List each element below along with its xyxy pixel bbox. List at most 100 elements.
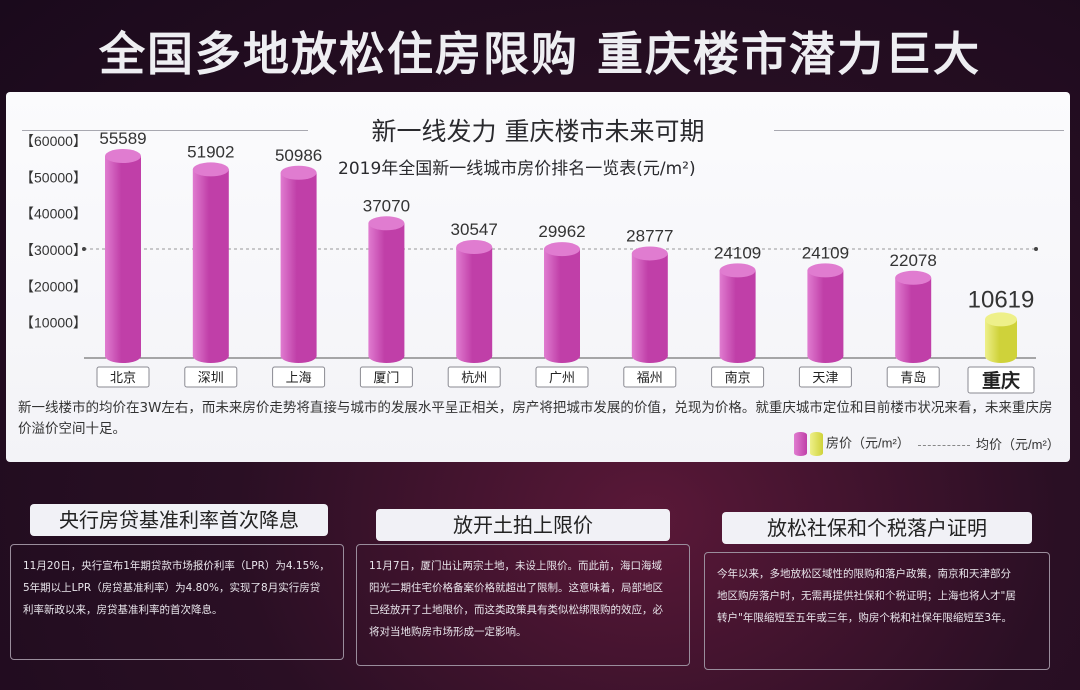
bar-top — [456, 240, 493, 255]
box-line: 11月7日，厦门出让两宗土地，未设上限价。而此前，海口海域 — [369, 560, 663, 572]
average-line-start — [82, 247, 86, 251]
chart-note: 新一线楼市的均价在3W左右，而未来房价走势将直接与城市的发展水平呈正相关，房产将… — [18, 400, 1053, 437]
title-divider-left — [22, 130, 308, 131]
box-line: 转户"年限缩短至五年或三年，购房个税和社保年限缩短至3年。 — [717, 612, 1013, 624]
bar-base — [368, 349, 405, 363]
box-line: 5年期以上LPR（房贷基准利率）为4.80%，实现了8月实行房贷 — [23, 582, 321, 594]
bar — [807, 270, 844, 356]
legend-house-label: 房价（元/m²） — [826, 435, 910, 451]
y-tick-label: 【50000】 — [20, 169, 87, 185]
category-box — [798, 366, 852, 388]
category-label: 深圳 — [198, 371, 224, 386]
average-line-end — [1034, 247, 1038, 251]
box-line: 11月20日，央行宣布1年期贷款市场报价利率（LPR）为4.15%， — [23, 560, 330, 572]
bar — [895, 277, 932, 356]
data-label: 10619 — [968, 286, 1035, 313]
title-divider-right — [774, 130, 1064, 131]
category-label: 北京 — [110, 371, 136, 386]
bar-base — [105, 349, 141, 363]
category-label: 青岛 — [900, 370, 926, 386]
bar-base — [895, 349, 932, 363]
bar — [368, 223, 405, 356]
bar-base — [456, 349, 493, 363]
bar-top — [105, 149, 141, 164]
bar-top — [280, 165, 317, 180]
bar-base — [631, 349, 668, 363]
category-label: 厦门 — [373, 371, 399, 386]
bar-base — [807, 349, 844, 363]
page-title: 全国多地放松住房限购 重庆楼市潜力巨大 — [98, 27, 981, 81]
category-box — [711, 366, 765, 388]
category-label: 福州 — [637, 371, 663, 386]
box-line: 已经放开了土地限价，而这类政策具有类似松绑限购的效应，必 — [369, 604, 663, 616]
data-label: 24109 — [802, 243, 849, 262]
box-line: 将对当地购房市场形成一定影响。 — [369, 626, 527, 638]
category-box — [535, 366, 589, 388]
box-body-land: 11月7日，厦门出让两宗土地，未设上限价。而此前，海口海域 阳光二期住宅价格备案… — [356, 544, 690, 666]
bar — [719, 270, 756, 356]
bar-top — [807, 263, 844, 278]
bar-top — [895, 270, 932, 285]
category-box — [359, 366, 413, 388]
box-line: 阳光二期住宅价格备案价格就超出了限制。这意味着，局部地区 — [369, 582, 663, 594]
category-label: 南京 — [725, 370, 751, 386]
chart-panel: 新一线发力 重庆楼市未来可期 2019年全国新一线城市房价排名一览表(元/m²)… — [6, 92, 1070, 462]
bar-top — [544, 242, 580, 257]
box-line: 地区购房落户时，无需再提供社保和个税证明；上海也将人才"居 — [717, 590, 1016, 602]
box-line: 今年以来，多地放松区域性的限购和落户政策，南京和天津部分 — [717, 568, 1011, 580]
bar — [105, 156, 141, 356]
box-title-land: 放开土拍上限价 — [376, 509, 670, 541]
category-label: 杭州 — [461, 371, 487, 386]
data-label: 24109 — [714, 243, 761, 262]
bar-base — [985, 349, 1017, 363]
category-box — [886, 366, 940, 388]
category-box — [967, 366, 1035, 394]
box-title-rate-cut: 央行房贷基准利率首次降息 — [30, 504, 328, 536]
legend-average: 均价（元/m²） — [918, 434, 1060, 453]
bar — [280, 172, 317, 356]
category-label: 上海 — [286, 371, 312, 386]
bar-top — [719, 263, 756, 278]
legend-swatch-yellow — [810, 432, 823, 456]
category-label: 重庆 — [982, 369, 1020, 392]
box-body-social: 今年以来，多地放松区域性的限购和落户政策，南京和天津部分 地区购房落户时，无需再… — [704, 552, 1050, 670]
legend-house-price: 房价（元/m²） — [794, 432, 910, 456]
y-tick-label: 【30000】 — [20, 242, 87, 258]
bar — [544, 249, 580, 356]
chart-subtitle: 2019年全国新一线城市房价排名一览表(元/m²) — [338, 159, 696, 179]
data-label: 29962 — [538, 222, 585, 241]
bar-top — [368, 216, 405, 231]
bar-top — [192, 162, 229, 177]
bar-base — [719, 349, 756, 363]
bar-base — [280, 349, 317, 363]
bar — [631, 253, 668, 356]
y-tick-label: 【60000】 — [20, 133, 87, 149]
data-label: 28777 — [626, 226, 673, 245]
box-title-social: 放松社保和个税落户证明 — [722, 512, 1032, 544]
data-label: 22078 — [890, 251, 937, 270]
category-box — [447, 366, 501, 388]
data-label: 50986 — [275, 146, 322, 165]
legend-avg-label: 均价（元/m²） — [976, 437, 1060, 452]
panel-title: 新一线发力 重庆楼市未来可期 — [371, 117, 705, 146]
y-tick-label: 【10000】 — [20, 315, 87, 331]
box-body-rate-cut: 11月20日，央行宣布1年期贷款市场报价利率（LPR）为4.15%， 5年期以上… — [10, 544, 344, 660]
bar-base — [192, 349, 229, 363]
data-label: 51902 — [187, 142, 234, 161]
data-label: 55589 — [99, 129, 146, 148]
y-tick-label: 【40000】 — [20, 206, 87, 222]
bar-chart: 【10000】【20000】【30000】【40000】【50000】【6000… — [20, 129, 1038, 394]
bar-base — [544, 349, 580, 363]
bar — [192, 169, 229, 356]
bar — [456, 247, 493, 356]
category-box — [184, 366, 238, 388]
category-label: 天津 — [812, 371, 838, 386]
bar-top — [985, 312, 1017, 327]
data-label: 37070 — [363, 196, 410, 215]
y-tick-label: 【20000】 — [20, 278, 87, 294]
legend-swatch-pink — [794, 432, 807, 456]
bar-top — [631, 246, 668, 261]
category-box — [96, 366, 150, 388]
data-label: 30547 — [451, 220, 498, 239]
category-box — [272, 366, 326, 388]
